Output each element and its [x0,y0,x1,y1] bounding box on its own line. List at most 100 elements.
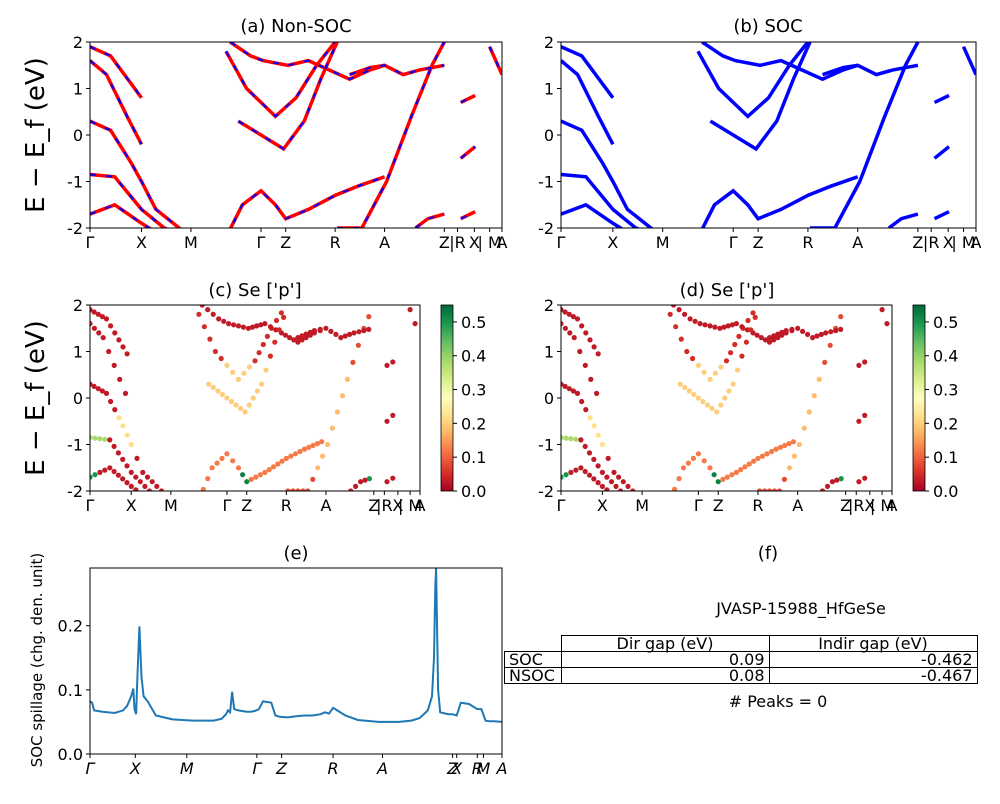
scatter-point [384,418,390,424]
scatter-point [291,337,297,343]
scatter-point [117,376,123,382]
scatter-point [862,475,868,481]
colorbar-tick-label: 0.0 [933,482,958,501]
scatter-point [196,311,202,317]
scatter-point [586,472,593,478]
scatter-point [678,336,684,342]
band-line-soc [229,42,385,81]
scatter-point [366,326,372,332]
band-line-soc [933,145,951,160]
band-line-soc [887,212,919,228]
scatter-point [356,329,362,335]
scatter-point [795,325,801,331]
scatter-point [262,321,268,327]
scatter-point [561,474,564,480]
scatter-point [407,307,413,313]
scatter-point [226,321,232,327]
scatter-point [879,307,885,313]
scatter-point [90,434,93,441]
scatter-point [128,469,134,475]
scatter-point [758,335,764,341]
scatter-point [762,337,769,343]
scatter-point [800,328,806,334]
xtick-label-c: | M [398,496,422,515]
scatter-point [99,314,105,320]
scatter-point [697,321,703,327]
spillage-group [90,568,502,723]
scatter-point [786,465,793,471]
scatter-point [133,474,139,480]
scatter-point [299,337,305,343]
scatter-point [625,483,631,489]
scatter-point [390,412,396,418]
scatter-point [733,321,740,327]
colorbar-c [440,304,454,492]
scatter-point [246,402,252,408]
ytick-label-e: 0.2 [58,617,83,636]
scatter-point [306,444,312,450]
scatter-point [95,311,101,317]
scatter-point [256,350,262,356]
scatter-point [270,464,277,470]
scatter-point [591,456,597,462]
colorbar-tick-label: 0.4 [933,347,958,366]
colorbar-tick-label: 0.2 [933,414,958,433]
scatter-point [757,488,763,491]
scatter-point [100,335,106,341]
scatter-point [347,331,353,337]
scatter-point [755,455,761,461]
scatter-point [586,450,593,456]
scatter-point [201,324,207,330]
scatter-point [106,348,112,355]
scatter-point [823,330,829,336]
scatter-point [142,483,148,489]
scatter-point [810,335,816,341]
scatter-point [245,325,251,331]
scatter-point [789,326,795,332]
scatter-point [594,390,600,396]
scatter-point [103,316,110,322]
scatter-point [570,388,577,394]
xtick-label-d: A [792,496,803,515]
scatter-point [91,383,97,389]
band-line-nsoc [90,202,153,228]
ytick-label-b: 0 [544,126,554,145]
scatter-point [686,388,692,394]
scatter-point [344,376,350,382]
scatter-point [362,477,368,483]
scatter-point [613,483,619,489]
xtick-label-d: X [864,496,875,515]
colorbar-d [912,304,926,492]
scatter-point [771,333,777,339]
scatter-point [720,476,726,482]
band-line-soc [561,119,654,228]
scatter-point [358,479,364,485]
scatter-point [599,441,606,448]
scatter-point [221,318,227,324]
scatter-point [862,359,868,365]
xtick-label-c: A [415,496,426,515]
xtick-label-a: Z [280,233,291,252]
scatter-point [235,376,242,382]
xtick-label-d: Γ [694,496,703,515]
band-line-soc [225,42,336,118]
xtick-label-b: X [607,233,618,252]
scatter-point [725,323,731,329]
scatter-point [91,309,97,315]
scatter-point [353,483,359,489]
ytick-label-e: 0.0 [58,745,83,764]
xtick-label-a: A [497,233,508,252]
scatter-point [155,492,160,497]
scatter-point [240,324,246,330]
xtick-label-d: | M [870,496,894,515]
scatter-point [111,362,117,368]
scatter-point [311,328,317,334]
table-header-indir: Indir gap (eV) [768,635,978,652]
scatter-point [146,488,152,491]
scatter-point [583,330,589,336]
scatter-point [278,310,284,316]
scatter-point [219,455,225,461]
scatter-point [604,487,610,491]
scatter-point [616,474,622,480]
scatter-point [339,393,346,399]
